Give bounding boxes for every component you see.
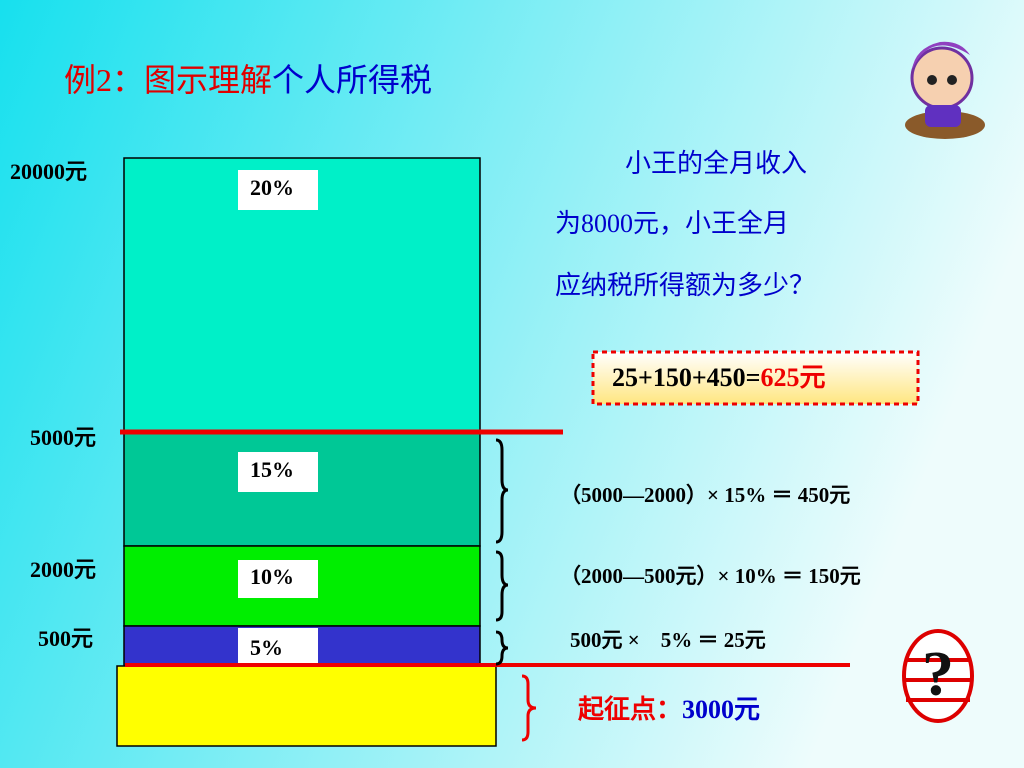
calculation: 500元 × 5% ＝ 25元 bbox=[570, 628, 766, 652]
cartoon-icon bbox=[905, 41, 985, 139]
rate-box bbox=[238, 628, 318, 666]
answer-box bbox=[591, 350, 920, 406]
level-label: 500元 bbox=[38, 626, 93, 651]
rate-boxes bbox=[238, 170, 318, 666]
rate-box bbox=[238, 560, 318, 598]
answer-sum: 25+150+450= bbox=[612, 363, 760, 392]
level-label: 20000元 bbox=[10, 159, 87, 184]
answer-result: 625元 bbox=[760, 363, 825, 392]
braces bbox=[495, 438, 537, 742]
question-line: 为8000元，小王全月 bbox=[555, 209, 789, 238]
title-prefix: 例2：图示理解 bbox=[64, 62, 272, 98]
rate-label: 10% bbox=[250, 564, 294, 589]
threshold: 起征点：3000元 bbox=[578, 694, 760, 724]
svg-text:?: ? bbox=[922, 638, 954, 709]
calculation: （5000—2000）× 15% ＝ 450元 bbox=[560, 483, 850, 507]
rate-box bbox=[238, 452, 318, 492]
question-line: 应纳税所得额为多少？ bbox=[555, 271, 815, 300]
tax-bar bbox=[116, 157, 497, 747]
level-label: 2000元 bbox=[30, 557, 96, 582]
answer: 25+150+450=625元 bbox=[612, 363, 825, 392]
calculation: （2000—500元）× 10% ＝ 150元 bbox=[560, 564, 861, 588]
threshold-value: 3000元 bbox=[682, 695, 760, 724]
threshold-label: 起征点： bbox=[578, 694, 682, 724]
level-label: 5000元 bbox=[30, 425, 96, 450]
rate-label: 5% bbox=[250, 635, 283, 660]
title-main: 个人所得税 bbox=[272, 62, 432, 98]
title: 例2：图示理解个人所得税 bbox=[64, 62, 432, 98]
exempt-band bbox=[116, 665, 497, 747]
rate-label: 15% bbox=[250, 457, 294, 482]
rate-box bbox=[238, 170, 318, 210]
question-icon: ? bbox=[902, 629, 974, 723]
rate-label: 20% bbox=[250, 175, 294, 200]
question-line: 小王的全月收入 bbox=[625, 149, 807, 178]
